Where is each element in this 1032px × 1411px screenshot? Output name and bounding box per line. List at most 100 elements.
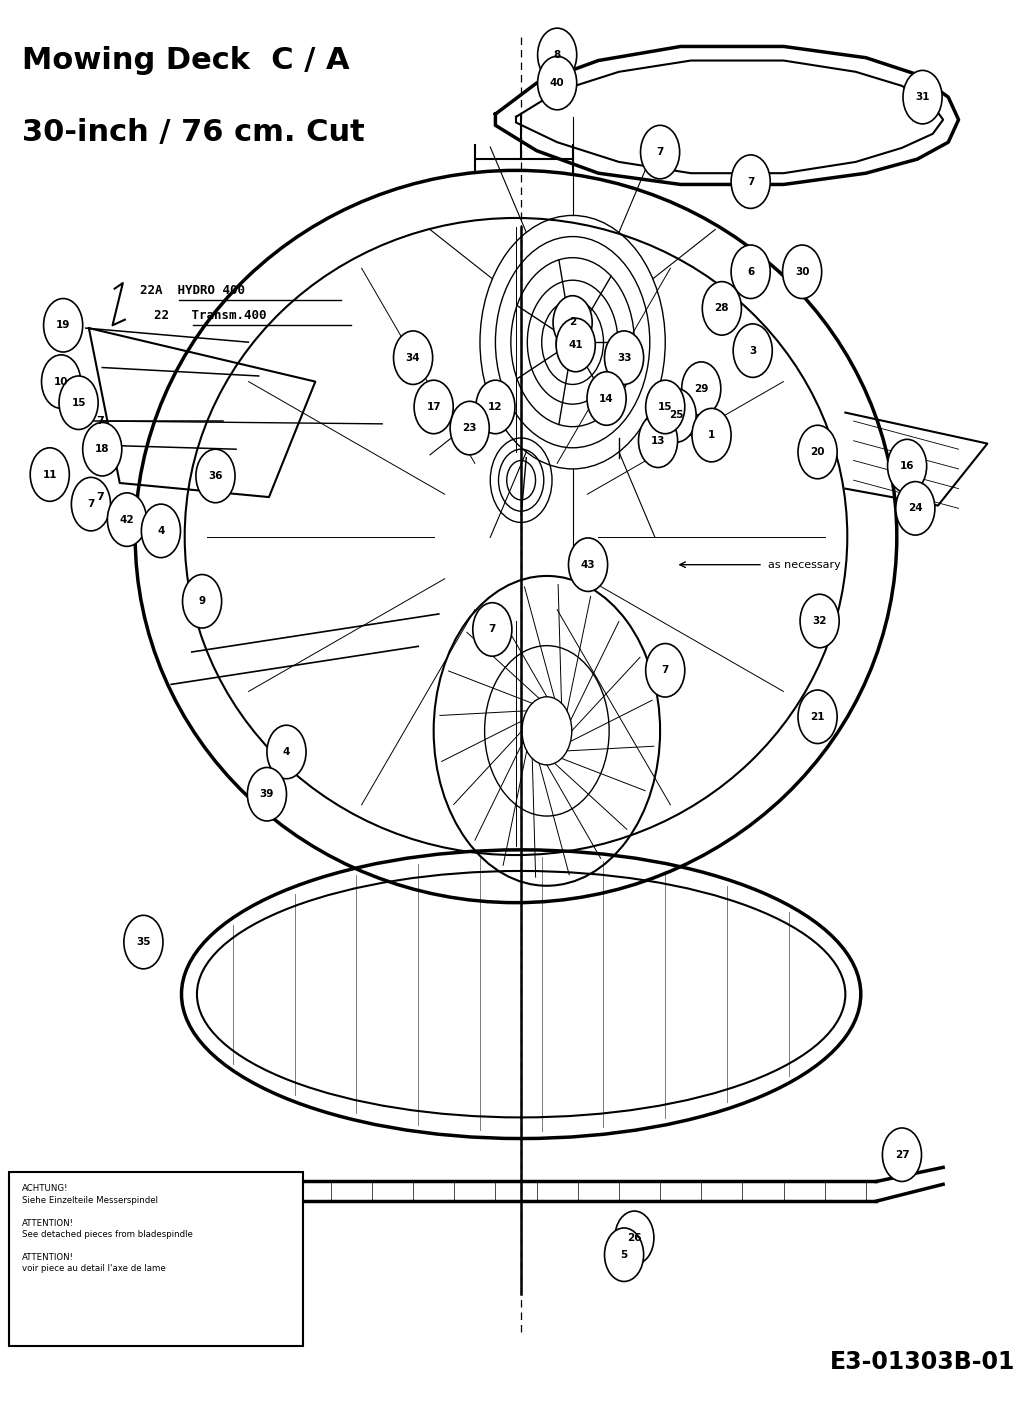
Circle shape <box>556 319 595 371</box>
Text: 32: 32 <box>812 617 827 626</box>
Text: Mowing Deck  C / A: Mowing Deck C / A <box>22 47 350 75</box>
Circle shape <box>107 492 147 546</box>
Circle shape <box>798 425 837 478</box>
Text: 7: 7 <box>488 625 496 635</box>
Text: 5: 5 <box>620 1250 627 1260</box>
Circle shape <box>196 449 235 502</box>
Text: 41: 41 <box>569 340 583 350</box>
Text: 7: 7 <box>662 666 669 676</box>
Circle shape <box>473 602 512 656</box>
Text: 14: 14 <box>600 394 614 404</box>
Text: 30-inch / 76 cm. Cut: 30-inch / 76 cm. Cut <box>22 119 364 147</box>
Text: 16: 16 <box>900 461 914 471</box>
Circle shape <box>476 380 515 433</box>
Circle shape <box>43 299 83 351</box>
Text: 43: 43 <box>581 560 595 570</box>
Circle shape <box>692 408 731 461</box>
Text: 31: 31 <box>915 92 930 102</box>
Text: 26: 26 <box>627 1233 642 1243</box>
Circle shape <box>896 481 935 535</box>
Circle shape <box>782 246 821 299</box>
Text: 15: 15 <box>71 398 86 408</box>
Circle shape <box>141 504 181 557</box>
Text: 40: 40 <box>550 78 565 87</box>
Circle shape <box>605 332 644 384</box>
Circle shape <box>800 594 839 648</box>
Circle shape <box>646 380 685 433</box>
Text: 9: 9 <box>198 597 205 607</box>
Circle shape <box>569 538 608 591</box>
Text: 34: 34 <box>406 353 420 363</box>
Text: E3-01303B-01: E3-01303B-01 <box>830 1350 1015 1374</box>
Circle shape <box>605 1228 644 1281</box>
Text: 7: 7 <box>96 416 104 426</box>
Circle shape <box>731 155 770 209</box>
FancyBboxPatch shape <box>8 1171 303 1346</box>
Circle shape <box>83 422 122 476</box>
Text: ACHTUNG!
Siehe Einzelteile Messerspindel

ATTENTION!
See detached pieces from bl: ACHTUNG! Siehe Einzelteile Messerspindel… <box>22 1184 193 1274</box>
Circle shape <box>414 380 453 433</box>
Text: 4: 4 <box>157 526 165 536</box>
Circle shape <box>733 325 772 377</box>
Text: 7: 7 <box>96 492 104 502</box>
Text: 8: 8 <box>553 49 560 59</box>
Circle shape <box>639 413 678 467</box>
Circle shape <box>682 361 720 415</box>
Circle shape <box>798 690 837 744</box>
Circle shape <box>882 1127 922 1181</box>
Text: 36: 36 <box>208 471 223 481</box>
Text: 3: 3 <box>749 346 756 356</box>
Text: 25: 25 <box>670 411 684 420</box>
Text: 17: 17 <box>426 402 441 412</box>
Text: 27: 27 <box>895 1150 909 1160</box>
Text: 22A  HYDRO 400: 22A HYDRO 400 <box>140 284 246 298</box>
Circle shape <box>538 28 577 82</box>
Text: 11: 11 <box>42 470 57 480</box>
Text: 23: 23 <box>462 423 477 433</box>
Text: 30: 30 <box>795 267 809 277</box>
Text: 35: 35 <box>136 937 151 947</box>
Circle shape <box>888 439 927 492</box>
Text: 22   Transm.400: 22 Transm.400 <box>154 309 266 323</box>
Circle shape <box>450 401 489 454</box>
Circle shape <box>393 332 432 384</box>
Text: 20: 20 <box>810 447 825 457</box>
Text: 28: 28 <box>714 303 729 313</box>
Circle shape <box>59 375 98 429</box>
Circle shape <box>903 71 942 124</box>
Text: 1: 1 <box>708 430 715 440</box>
Circle shape <box>641 126 680 179</box>
Circle shape <box>703 282 741 336</box>
Circle shape <box>267 725 307 779</box>
Circle shape <box>587 371 626 425</box>
Text: 10: 10 <box>54 377 68 387</box>
Text: 2: 2 <box>569 317 576 327</box>
Circle shape <box>615 1211 654 1264</box>
Text: 7: 7 <box>88 499 95 509</box>
Circle shape <box>124 916 163 969</box>
Circle shape <box>30 447 69 501</box>
Text: 18: 18 <box>95 444 109 454</box>
Text: 21: 21 <box>810 711 825 722</box>
Circle shape <box>553 296 592 349</box>
Text: 15: 15 <box>658 402 673 412</box>
Text: 12: 12 <box>488 402 503 412</box>
Text: 42: 42 <box>120 515 134 525</box>
Text: 6: 6 <box>747 267 754 277</box>
Text: 4: 4 <box>283 746 290 756</box>
Circle shape <box>41 354 80 408</box>
Text: 33: 33 <box>617 353 632 363</box>
Circle shape <box>657 388 697 442</box>
Text: 24: 24 <box>908 504 923 514</box>
Circle shape <box>646 643 685 697</box>
Text: 19: 19 <box>56 320 70 330</box>
Text: 7: 7 <box>747 176 754 186</box>
Text: 29: 29 <box>695 384 708 394</box>
Text: 39: 39 <box>260 789 275 799</box>
Circle shape <box>71 477 110 531</box>
Circle shape <box>248 768 287 821</box>
Text: 7: 7 <box>656 147 664 157</box>
Text: 13: 13 <box>651 436 666 446</box>
Circle shape <box>183 574 222 628</box>
Circle shape <box>538 56 577 110</box>
